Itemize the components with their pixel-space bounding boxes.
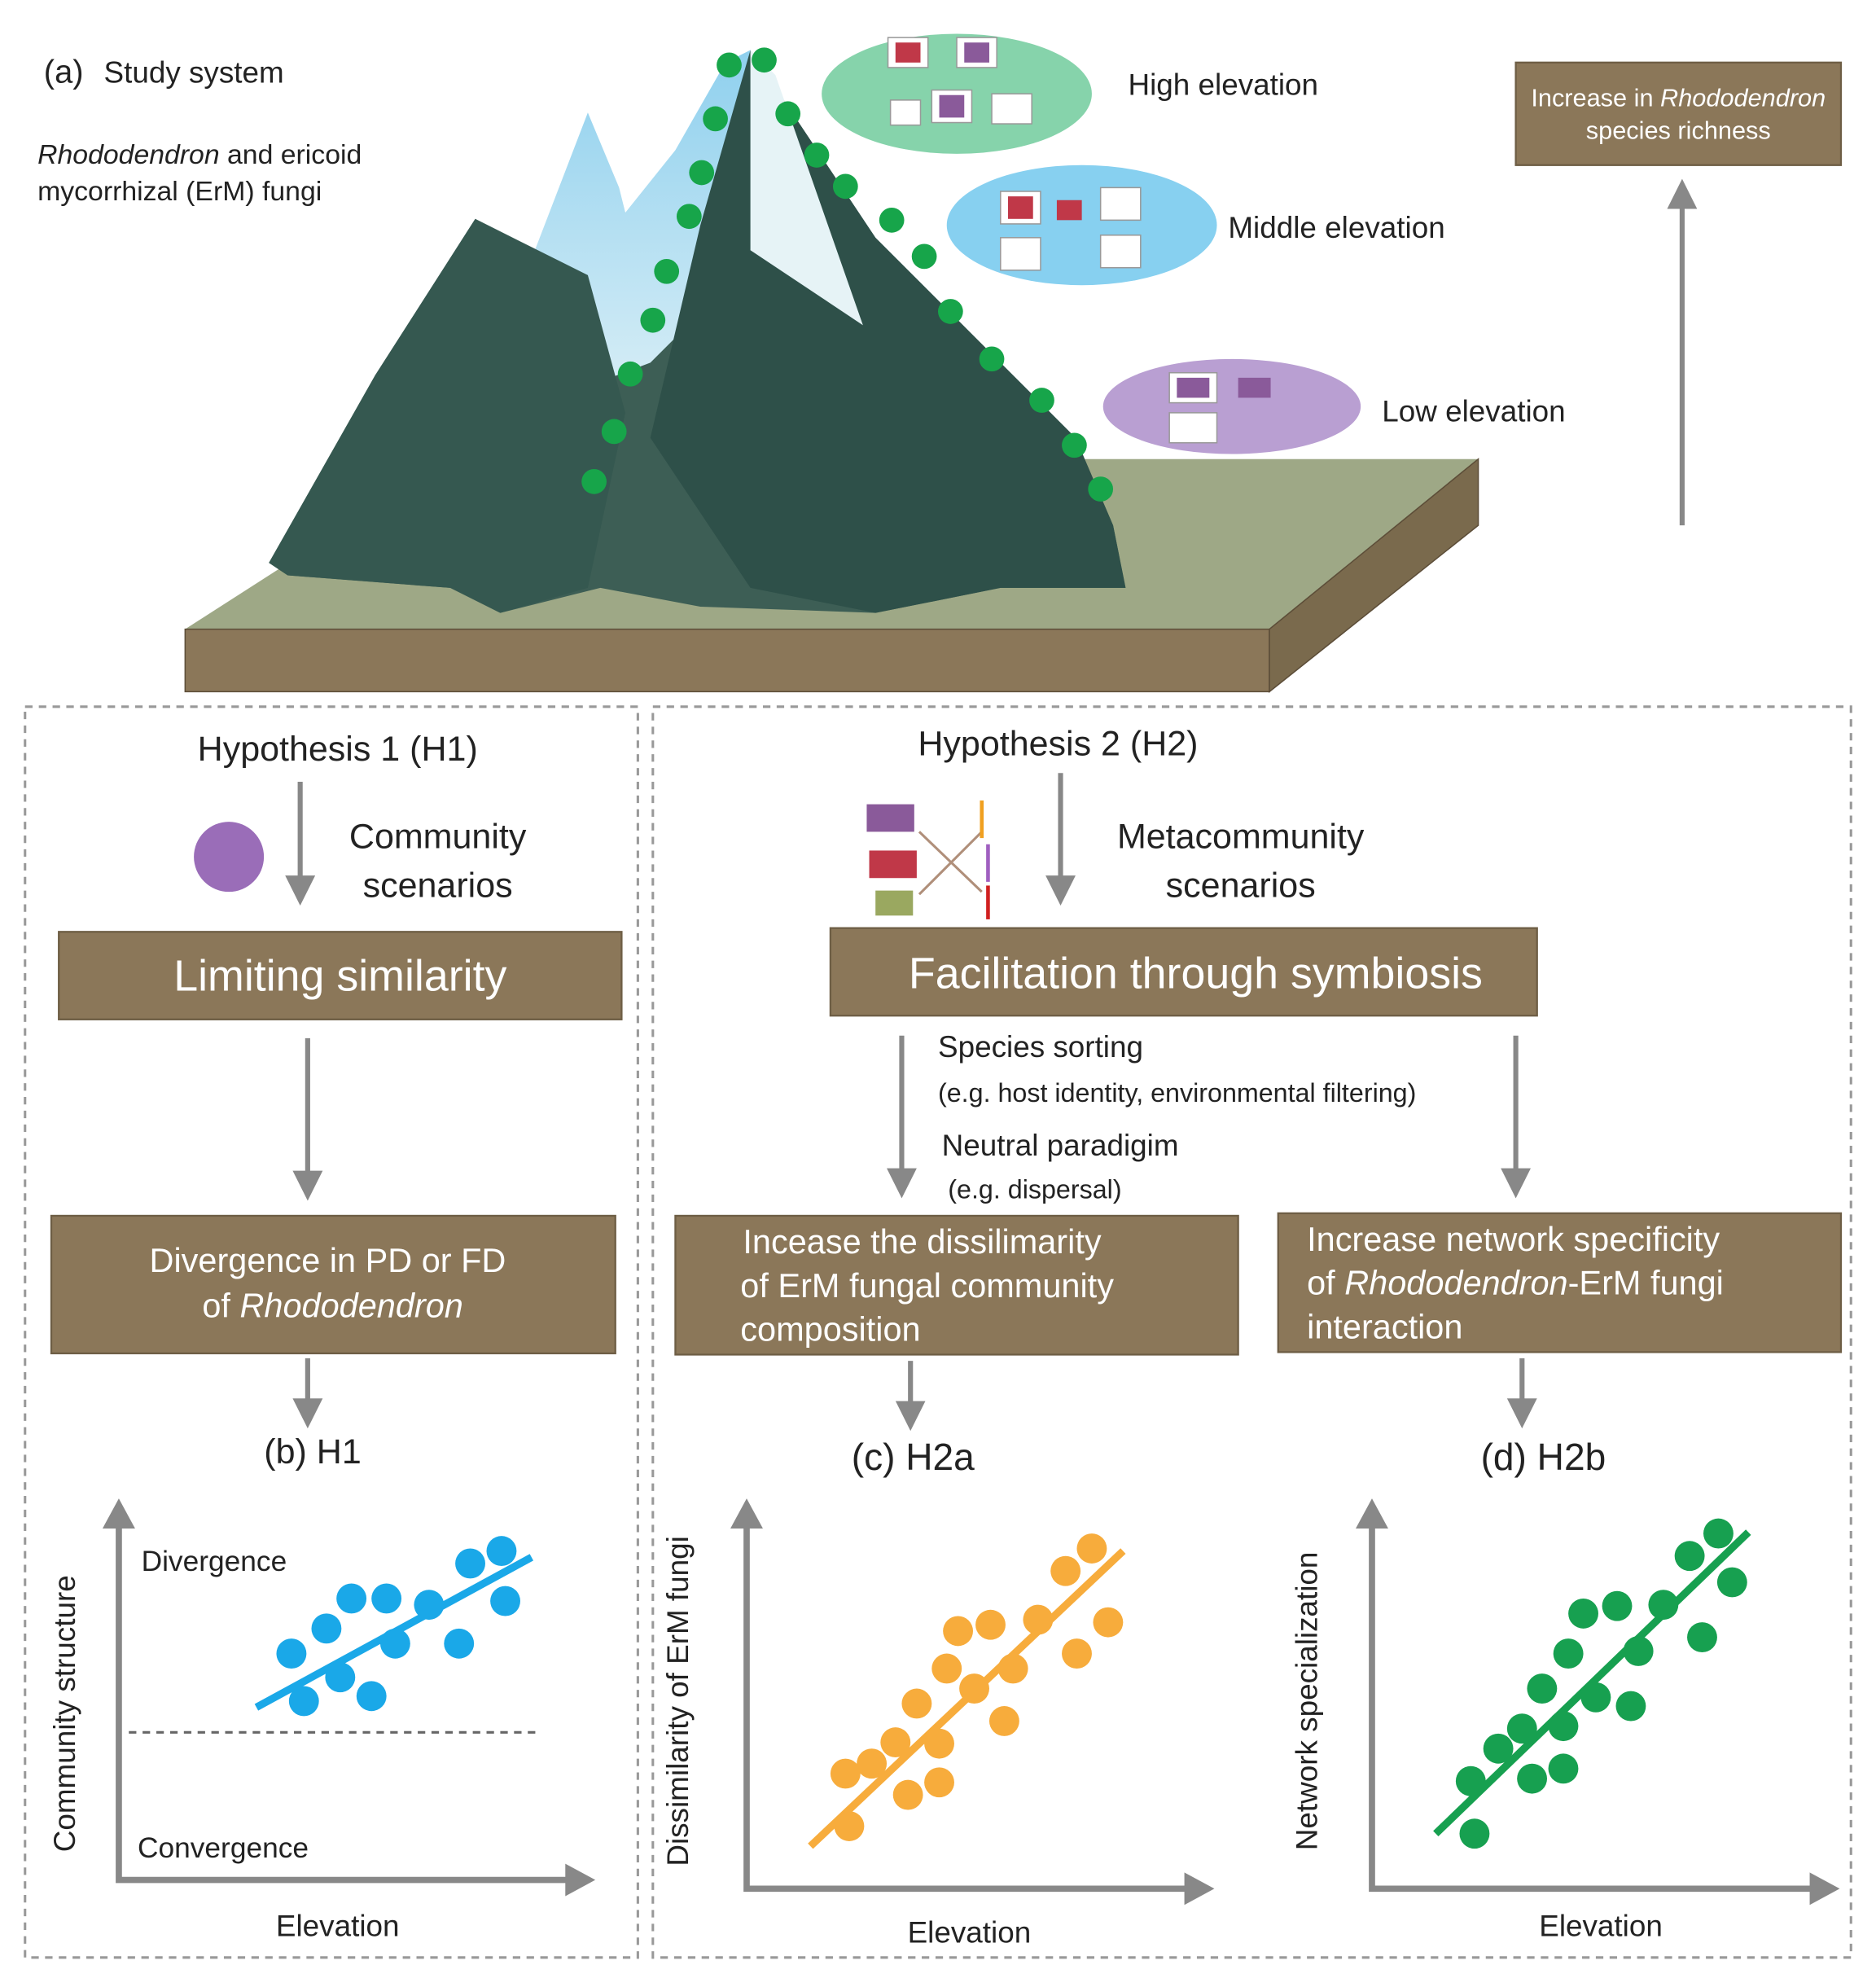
- scenario: scenarios: [1166, 866, 1316, 905]
- h1-result: of Rhododendron: [202, 1286, 463, 1324]
- axis-note: Divergence: [142, 1546, 287, 1577]
- elevation-label: High elevation: [1128, 68, 1318, 102]
- h1-result-box: [50, 1214, 616, 1355]
- h1-result: Divergence in PD or FD: [150, 1241, 506, 1279]
- h2a-text: Incease the dissilimarity: [743, 1222, 1101, 1261]
- trail-dots: [581, 47, 1114, 502]
- axes: [116, 1520, 576, 1884]
- h2b-box: [1277, 1212, 1843, 1353]
- mechanism-note: (e.g. dispersal): [948, 1174, 1121, 1204]
- interaction-icon: [866, 800, 990, 919]
- subtitle: mycorrhizal (ErM) fungi: [37, 176, 322, 207]
- axis-note: Convergence: [138, 1832, 309, 1864]
- italic: Rhododendron: [37, 139, 220, 170]
- h2a-text: of ErM fungal community: [740, 1266, 1114, 1305]
- scenario: scenarios: [363, 866, 513, 905]
- h2-title: Hypothesis 2 (H2): [918, 725, 1198, 764]
- x-axis-label: Elevation: [908, 1915, 1032, 1949]
- x-axis-label: Elevation: [1539, 1910, 1663, 1943]
- y-axis-label: Dissimilarity of ErM fungi: [661, 1536, 695, 1866]
- h2-frame: [651, 705, 1852, 1959]
- mechanism: Neutral paradigim: [942, 1129, 1179, 1162]
- h1-frame: [24, 705, 639, 1959]
- panel-label: (b) H1: [264, 1432, 361, 1472]
- scenario: Metacommunity: [1117, 817, 1365, 856]
- text: and ericoid: [220, 139, 362, 170]
- subtitle: Rhododendron and ericoid: [37, 139, 362, 170]
- richness-box: [1514, 61, 1843, 166]
- h1-title: Hypothesis 1 (H1): [198, 730, 478, 769]
- h2-box: [829, 927, 1538, 1017]
- text: of: [202, 1286, 239, 1324]
- flower-icon: [194, 822, 265, 893]
- elevation-bubbles: [822, 33, 1361, 454]
- h2a-box: [674, 1214, 1239, 1356]
- scenario: Community: [349, 817, 527, 856]
- scatter-d: [1433, 1518, 1751, 1849]
- h2b-text: interaction: [1307, 1307, 1462, 1345]
- mechanism: Species sorting: [938, 1030, 1143, 1064]
- panel-title: Study system: [104, 55, 284, 89]
- richness-text: species richness: [1586, 116, 1771, 144]
- mechanism-note: (e.g. host identity, environmental filte…: [938, 1078, 1416, 1108]
- axes: [1369, 1520, 1820, 1893]
- richness-text: Increase in Rhododendron: [1531, 84, 1826, 112]
- italic: Rhododendron: [239, 1286, 462, 1324]
- elevation-label: Middle elevation: [1228, 211, 1444, 244]
- panel-label: (d) H2b: [1481, 1436, 1606, 1478]
- y-axis-label: Network specialization: [1290, 1552, 1323, 1851]
- axes: [743, 1520, 1194, 1893]
- italic: Rhododendron: [1660, 84, 1826, 112]
- h2-box-text: Facilitation through symbiosis: [909, 949, 1483, 998]
- panel-label: (c) H2a: [852, 1436, 975, 1478]
- h2b-text: Increase network specificity: [1307, 1220, 1720, 1258]
- scatter-b: [254, 1536, 534, 1717]
- h1-box: [58, 931, 623, 1020]
- text: -ErM fungi: [1568, 1264, 1724, 1302]
- panel-label: (a): [44, 54, 84, 90]
- elevation-label: Low elevation: [1382, 395, 1565, 428]
- text: Increase in: [1531, 84, 1660, 112]
- x-axis-label: Elevation: [276, 1910, 400, 1943]
- h1-box-text: Limiting similarity: [173, 951, 506, 1000]
- italic: Rhododendron: [1344, 1264, 1567, 1302]
- h2a-text: composition: [740, 1310, 920, 1349]
- scatter-c: [808, 1533, 1126, 1849]
- text: of: [1307, 1264, 1344, 1302]
- h2b-text: of Rhododendron-ErM fungi: [1307, 1264, 1724, 1302]
- y-axis-label: Community structure: [48, 1575, 81, 1852]
